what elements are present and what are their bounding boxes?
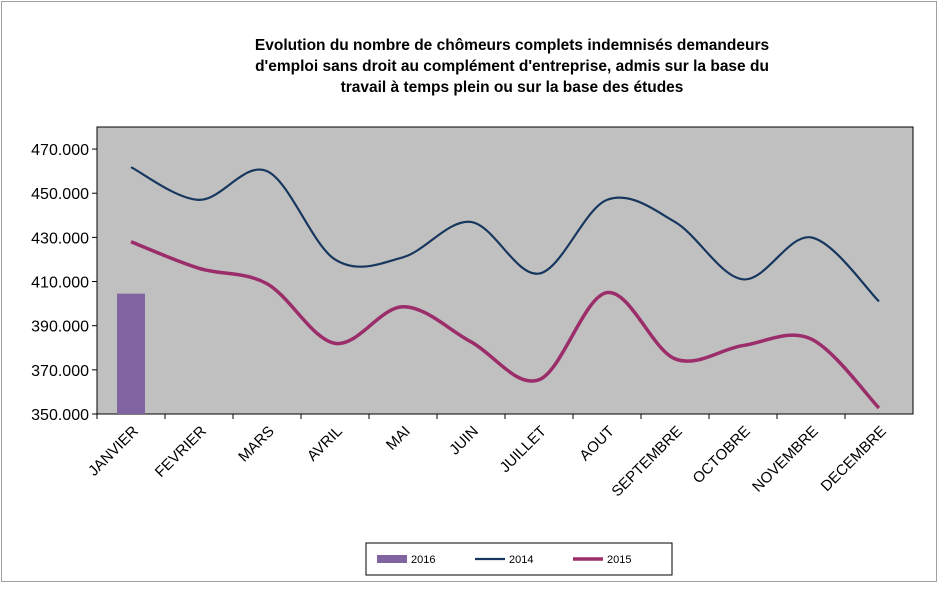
bar <box>117 293 145 414</box>
line <box>130 166 880 303</box>
legend-box <box>365 542 673 576</box>
legend-label: 2016 <box>411 554 435 566</box>
y-tick-label: 370.000 <box>31 363 89 380</box>
legend-label: 2014 <box>509 554 533 566</box>
y-tick-label: 350.000 <box>31 407 89 424</box>
legend-swatch <box>377 555 407 563</box>
chart-title: d'emploi sans droit au complément d'entr… <box>255 58 769 75</box>
y-tick-label: 430.000 <box>31 230 89 247</box>
y-tick-label: 470.000 <box>31 142 89 159</box>
chart-title: Evolution du nombre de chômeurs complets… <box>255 37 769 54</box>
plot-area <box>96 126 914 415</box>
line <box>130 240 881 410</box>
chart-title: travail à temps plein ou sur la base des… <box>341 79 684 96</box>
legend: 2016 2014 2015 <box>365 542 673 576</box>
legend-label: 2015 <box>607 554 631 566</box>
y-tick-label: 410.000 <box>31 275 89 292</box>
y-tick-label: 390.000 <box>31 319 89 336</box>
y-tick-label: 450.000 <box>31 186 89 203</box>
